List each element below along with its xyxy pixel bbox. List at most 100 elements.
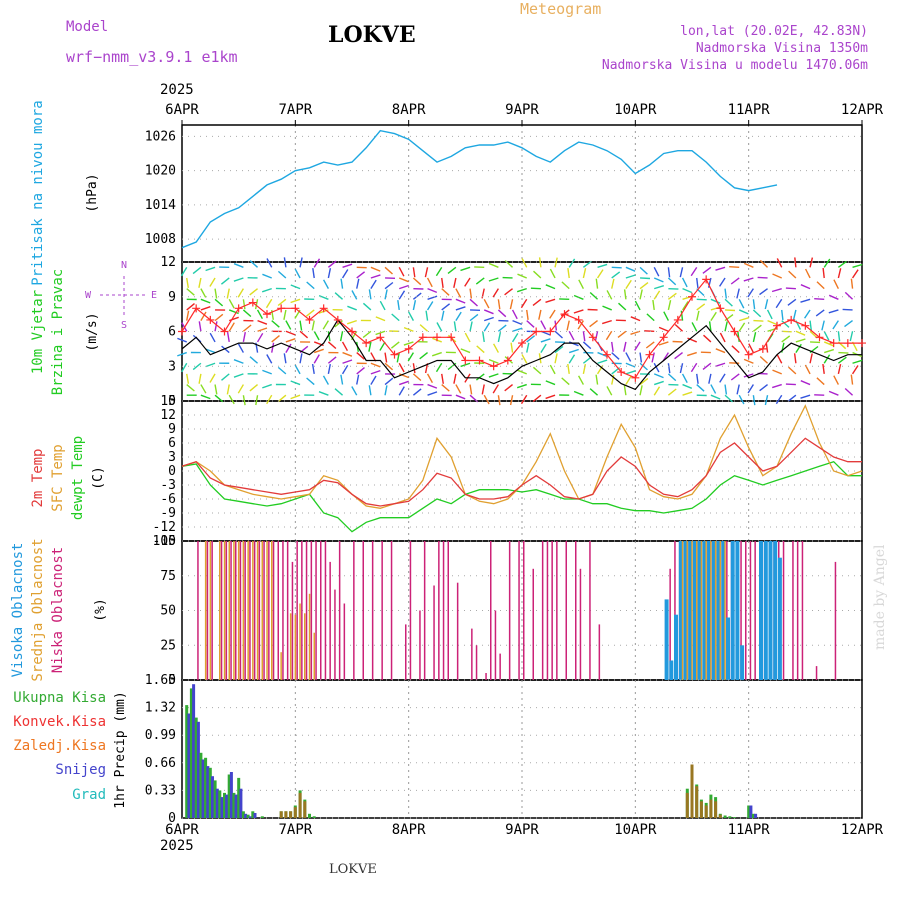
model-label: Model (66, 19, 109, 35)
bar-cloud-mid (710, 541, 712, 680)
bar-cloud-low (834, 561, 837, 680)
bar-precip-conv (695, 786, 699, 818)
wind-barb (781, 309, 784, 320)
clouds-y-tick-label: 75 (160, 569, 176, 584)
ylabel-precip-unit: 1hr Precip (mm) (113, 691, 128, 808)
bar-cloud-mid (313, 632, 315, 680)
temperature-y-tick-label: 3 (168, 450, 176, 465)
wind-barb (249, 260, 259, 268)
wind-barb (566, 320, 570, 331)
temperature-y-tick-label: -6 (160, 492, 176, 507)
wind-barb (341, 269, 349, 279)
bar-cloud-low (277, 541, 279, 680)
wind-barb (640, 277, 651, 280)
wind-barb (396, 352, 400, 363)
wind-barb (597, 351, 608, 357)
wind-barb (233, 373, 244, 378)
bar-cloud-low (329, 561, 331, 680)
wind-barb (837, 268, 842, 279)
wind-barb (804, 309, 811, 319)
wind-barb (327, 331, 331, 342)
wind-barb (441, 373, 444, 384)
gust-marker (234, 304, 243, 313)
wind-barb (254, 299, 259, 310)
wind-barb (419, 352, 428, 360)
wind-barb (427, 287, 438, 294)
wind-barb (824, 348, 835, 354)
bar-precip-snow (206, 766, 210, 818)
wind-barb (200, 384, 207, 394)
clouds-y-tick-label: 0 (168, 673, 176, 688)
wind-barb (398, 362, 405, 373)
bar-precip-total (194, 717, 198, 818)
wind-barb (533, 270, 542, 279)
wind-barb (554, 345, 564, 354)
bar-cloud-low (490, 541, 492, 680)
bar-cloud-high (683, 541, 688, 680)
bar-precip-snow (244, 813, 248, 818)
wind-barb (715, 266, 726, 271)
wind-barb (667, 267, 671, 278)
wind-barb (800, 380, 811, 386)
wind-barb (205, 348, 216, 354)
wind-barb (611, 341, 614, 352)
wind-barb (625, 362, 636, 368)
wind-barb (306, 377, 315, 386)
wind-barb (815, 309, 825, 317)
bar-cloud-mid (308, 593, 311, 680)
gust-marker (433, 333, 441, 342)
wind-barb (680, 310, 684, 321)
wind-barb (724, 394, 733, 403)
wind-barb (370, 375, 377, 385)
wind-barb (686, 351, 697, 357)
precip-y-tick-label: 0.99 (145, 728, 176, 743)
precip-y-tick-label: 1.32 (145, 701, 176, 716)
wind-barb (488, 373, 499, 378)
wind-barb (318, 391, 329, 396)
bar-precip-snow (215, 788, 219, 818)
wind-barb (674, 352, 683, 360)
ylabel-temp-name-2: SFC Temp (50, 444, 66, 511)
gust-marker (588, 333, 597, 342)
wind-barb (312, 268, 315, 279)
wind-barb (852, 359, 863, 364)
bar-cloud-mid (691, 541, 693, 680)
wind-barb (681, 277, 688, 288)
bar-cloud-mid (724, 541, 726, 680)
ylabel-temp-unit: (C) (91, 466, 106, 489)
wind-barb (589, 320, 598, 328)
wind-barb (242, 299, 246, 310)
wind-barb (233, 277, 244, 282)
bar-cloud-low (456, 582, 459, 680)
bar-precip-snow (192, 684, 196, 818)
x-tick-label-bottom: 12APR (841, 822, 884, 838)
wind-barb (520, 394, 528, 405)
wind-barb (567, 363, 570, 374)
wind-barb (226, 331, 230, 343)
bar-cloud-low (338, 541, 341, 680)
bar-precip-snow (196, 721, 200, 818)
wind-barb (596, 269, 604, 279)
wind-barb (822, 363, 825, 374)
wind-barb (441, 288, 450, 296)
wind-barb (299, 320, 303, 331)
wind-barb (573, 390, 584, 396)
bar-cloud-low (508, 541, 511, 680)
bar-cloud-mid (271, 541, 273, 680)
bar-cloud-low (253, 541, 256, 680)
wind-barb (658, 341, 669, 346)
wind-barb (837, 363, 842, 375)
bar-cloud-low (532, 568, 534, 680)
bar-precip-total (312, 816, 316, 818)
wind-barb (788, 270, 797, 279)
gust-marker (645, 350, 654, 359)
wind-barb (341, 341, 349, 352)
wind-barb (242, 324, 252, 332)
gust-marker (518, 339, 526, 348)
wind-barb (823, 354, 831, 364)
bar-precip-total (733, 817, 736, 818)
wind-barb (180, 266, 188, 277)
wind-barb (488, 358, 499, 364)
bar-cloud-high (735, 541, 740, 680)
bar-cloud-low (272, 541, 275, 680)
